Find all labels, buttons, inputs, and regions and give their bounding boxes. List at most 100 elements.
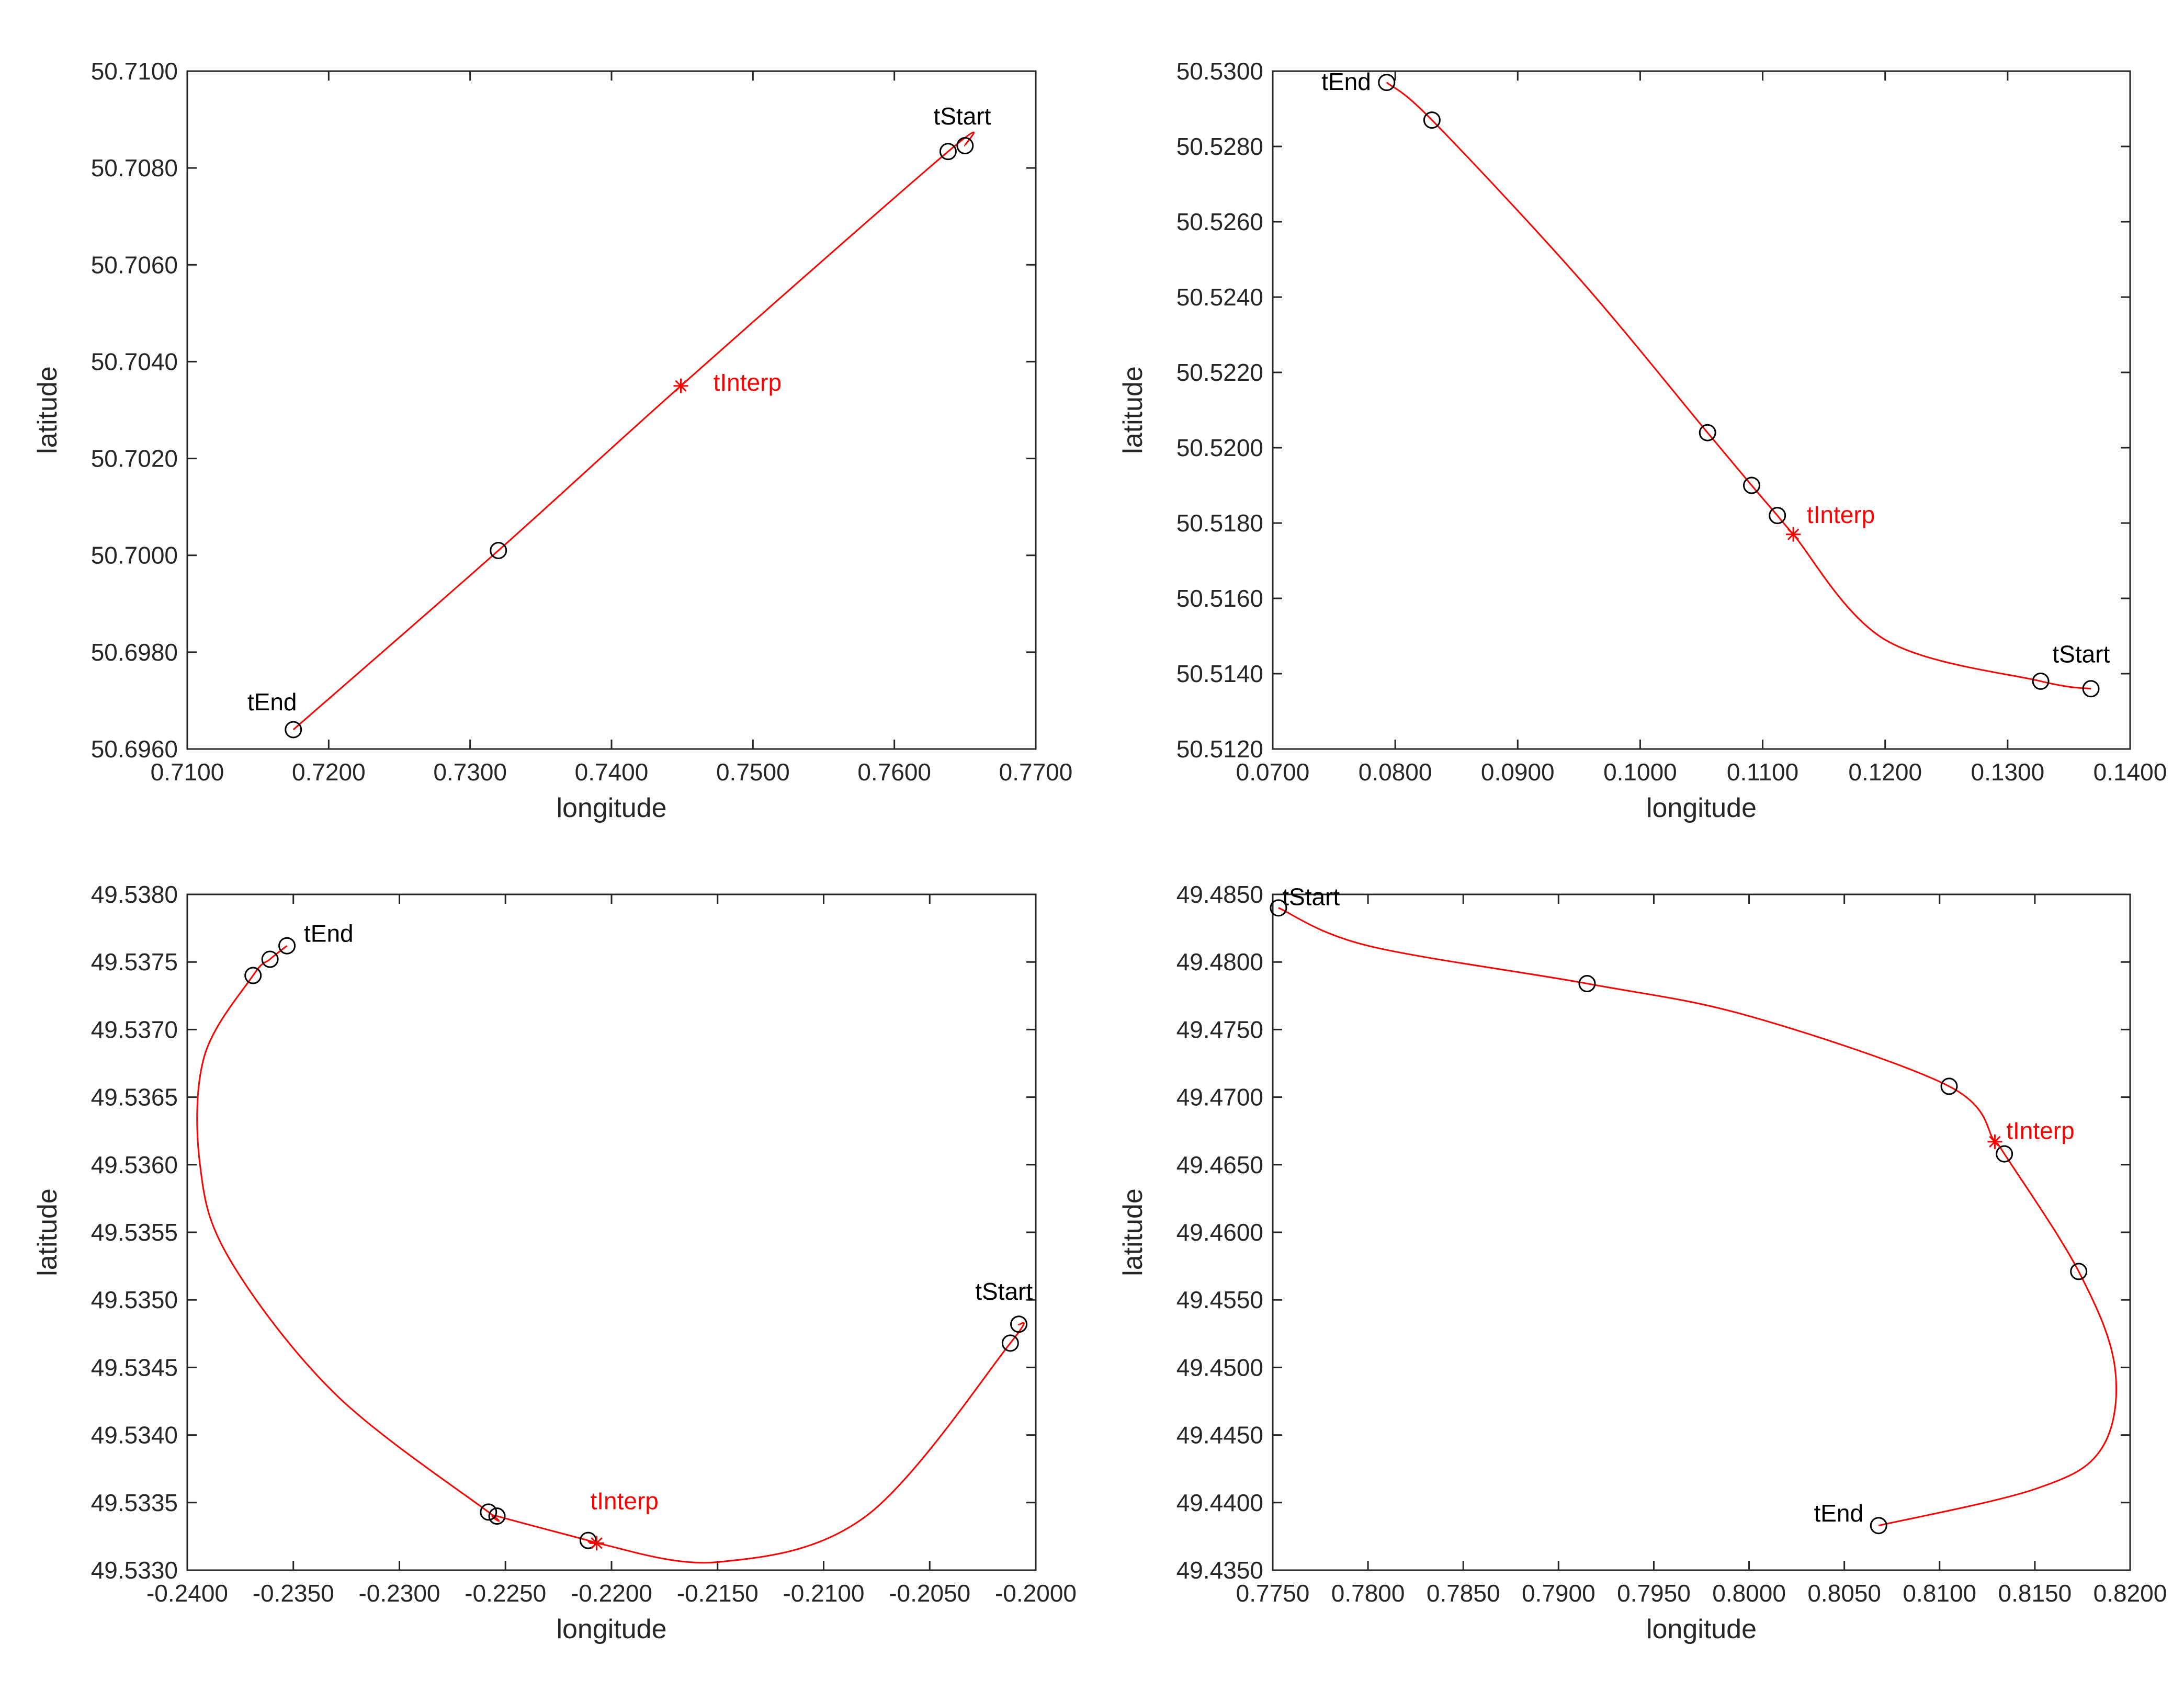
y-tick-label: 50.7000 xyxy=(91,542,178,569)
x-tick-label: -0.2200 xyxy=(571,1580,652,1607)
y-tick-label: 50.7060 xyxy=(91,251,178,278)
x-tick-label: 0.1000 xyxy=(1603,758,1677,786)
x-tick-label: 0.1100 xyxy=(1727,758,1798,786)
y-tick-label: 50.5260 xyxy=(1176,208,1263,235)
annotation-label: tInterp xyxy=(2006,1117,2074,1144)
interp-star-stroke xyxy=(675,380,687,392)
interp-point-marker xyxy=(1786,527,1801,542)
y-tick-label: 49.4800 xyxy=(1176,948,1263,975)
x-tick-label: 0.8000 xyxy=(1712,1580,1786,1607)
x-tick-label: 0.0700 xyxy=(1236,758,1310,786)
x-tick-label: 0.7900 xyxy=(1522,1580,1595,1607)
x-tick-label: 0.8150 xyxy=(1998,1580,2072,1607)
y-tick-label: 49.4700 xyxy=(1176,1084,1263,1111)
data-point-marker xyxy=(488,1507,506,1525)
annotation-label: tStart xyxy=(975,1278,1033,1305)
interp-star-stroke xyxy=(1787,528,1800,540)
x-tick-label: 0.1400 xyxy=(2094,758,2167,786)
data-point-marker xyxy=(285,721,302,739)
annotation-label: tEnd xyxy=(247,688,297,716)
interp-star-stroke xyxy=(1989,1136,2001,1148)
y-tick-label: 49.4600 xyxy=(1176,1219,1263,1246)
x-tick-label: 0.7500 xyxy=(716,758,790,786)
y-tick-label: 50.6960 xyxy=(91,735,178,763)
axes-box xyxy=(186,70,1037,750)
y-tick-label: 49.5335 xyxy=(91,1489,178,1516)
x-tick-label: -0.2100 xyxy=(783,1580,864,1607)
y-tick-label: 50.7080 xyxy=(91,154,178,181)
x-tick-label: 0.8200 xyxy=(2094,1580,2167,1607)
x-tick-label: 0.1200 xyxy=(1848,758,1922,786)
x-tick-label: 0.8100 xyxy=(1903,1580,1976,1607)
y-axis-label: latitude xyxy=(32,1188,63,1276)
data-point-marker xyxy=(278,937,296,955)
data-point-marker xyxy=(2070,1263,2088,1280)
y-tick-label: 49.4400 xyxy=(1176,1489,1263,1516)
interp-star-stroke xyxy=(591,1537,603,1549)
y-tick-label: 50.5120 xyxy=(1176,735,1263,763)
axes-box xyxy=(186,893,1037,1571)
y-tick-label: 49.5340 xyxy=(91,1422,178,1449)
y-tick-label: 50.5280 xyxy=(1176,133,1263,160)
y-tick-label: 49.4500 xyxy=(1176,1354,1263,1381)
x-tick-label: 0.1300 xyxy=(1971,758,2045,786)
plot-panel-3: -0.2400 -0.2350 -0.2300 -0.2250 -0.2200 -0.21… xyxy=(32,881,1077,1644)
x-tick-label: 0.0900 xyxy=(1481,758,1555,786)
data-point-marker xyxy=(1378,74,1396,92)
x-tick-label: -0.2400 xyxy=(146,1580,228,1607)
annotation-label: tEnd xyxy=(1814,1500,1863,1527)
x-tick-label: 0.7950 xyxy=(1617,1580,1691,1607)
y-tick-label: 49.4350 xyxy=(1176,1557,1263,1584)
annotation-label: tEnd xyxy=(304,920,354,947)
interp-point-marker xyxy=(1987,1134,2002,1149)
data-point-marker xyxy=(2082,680,2100,698)
x-tick-label: 0.7700 xyxy=(999,758,1073,786)
x-tick-label: 0.7200 xyxy=(292,758,366,786)
data-point-marker xyxy=(1699,424,1716,441)
x-tick-label: 0.0800 xyxy=(1359,758,1432,786)
y-tick-label: 50.5300 xyxy=(1176,58,1263,85)
trajectory-line xyxy=(1278,907,2118,1527)
y-tick-label: 50.5160 xyxy=(1176,585,1263,612)
x-tick-label: 0.7100 xyxy=(151,758,224,786)
y-tick-label: 49.5350 xyxy=(91,1286,178,1313)
data-point-marker xyxy=(1769,507,1786,525)
annotation-label: tEnd xyxy=(1321,68,1371,95)
x-tick-label: 0.7400 xyxy=(575,758,649,786)
x-axis-label: longitude xyxy=(556,1614,666,1644)
y-tick-label: 50.7040 xyxy=(91,348,178,375)
annotation-label: tInterp xyxy=(714,369,782,396)
data-point-marker xyxy=(1996,1145,2013,1163)
x-axis-label: longitude xyxy=(1646,793,1757,823)
x-tick-label: 0.8050 xyxy=(1807,1580,1881,1607)
y-tick-label: 50.5180 xyxy=(1176,509,1263,537)
x-tick-label: -0.2150 xyxy=(677,1580,759,1607)
y-tick-label: 50.6980 xyxy=(91,639,178,666)
x-tick-label: -0.2000 xyxy=(995,1580,1077,1607)
y-axis-label: latitude xyxy=(1118,366,1148,454)
annotation-label: tInterp xyxy=(590,1488,658,1515)
data-point-marker xyxy=(490,541,507,559)
x-tick-label: -0.2050 xyxy=(889,1580,970,1607)
trajectory-line xyxy=(1386,82,2091,690)
axes-box xyxy=(1272,70,2131,750)
y-tick-label: 49.5365 xyxy=(91,1084,178,1111)
data-point-marker xyxy=(1870,1517,1887,1535)
axes-box xyxy=(1272,893,2131,1571)
plot-panel-4: 0.7750 0.7800 0.7850 0.7900 0.7950 0.8000 0.80… xyxy=(1118,881,2167,1644)
y-axis-label: latitude xyxy=(1118,1188,1148,1276)
y-tick-label: 50.5200 xyxy=(1176,434,1263,461)
y-tick-label: 49.5355 xyxy=(91,1219,178,1246)
y-tick-label: 49.5360 xyxy=(91,1151,178,1178)
y-tick-label: 50.5220 xyxy=(1176,359,1263,386)
x-tick-label: 0.7750 xyxy=(1236,1580,1310,1607)
plot-panel-2: 0.0700 0.0800 0.0900 0.1000 0.1100 0.1200 0.13… xyxy=(1118,58,2167,823)
data-point-marker xyxy=(2032,672,2050,690)
y-tick-label: 49.5345 xyxy=(91,1354,178,1381)
data-point-marker xyxy=(480,1503,497,1521)
interp-point-marker xyxy=(589,1536,604,1551)
annotation-label: tInterp xyxy=(1807,501,1875,528)
data-point-marker xyxy=(1578,975,1596,993)
trajectory-line xyxy=(196,945,1025,1564)
